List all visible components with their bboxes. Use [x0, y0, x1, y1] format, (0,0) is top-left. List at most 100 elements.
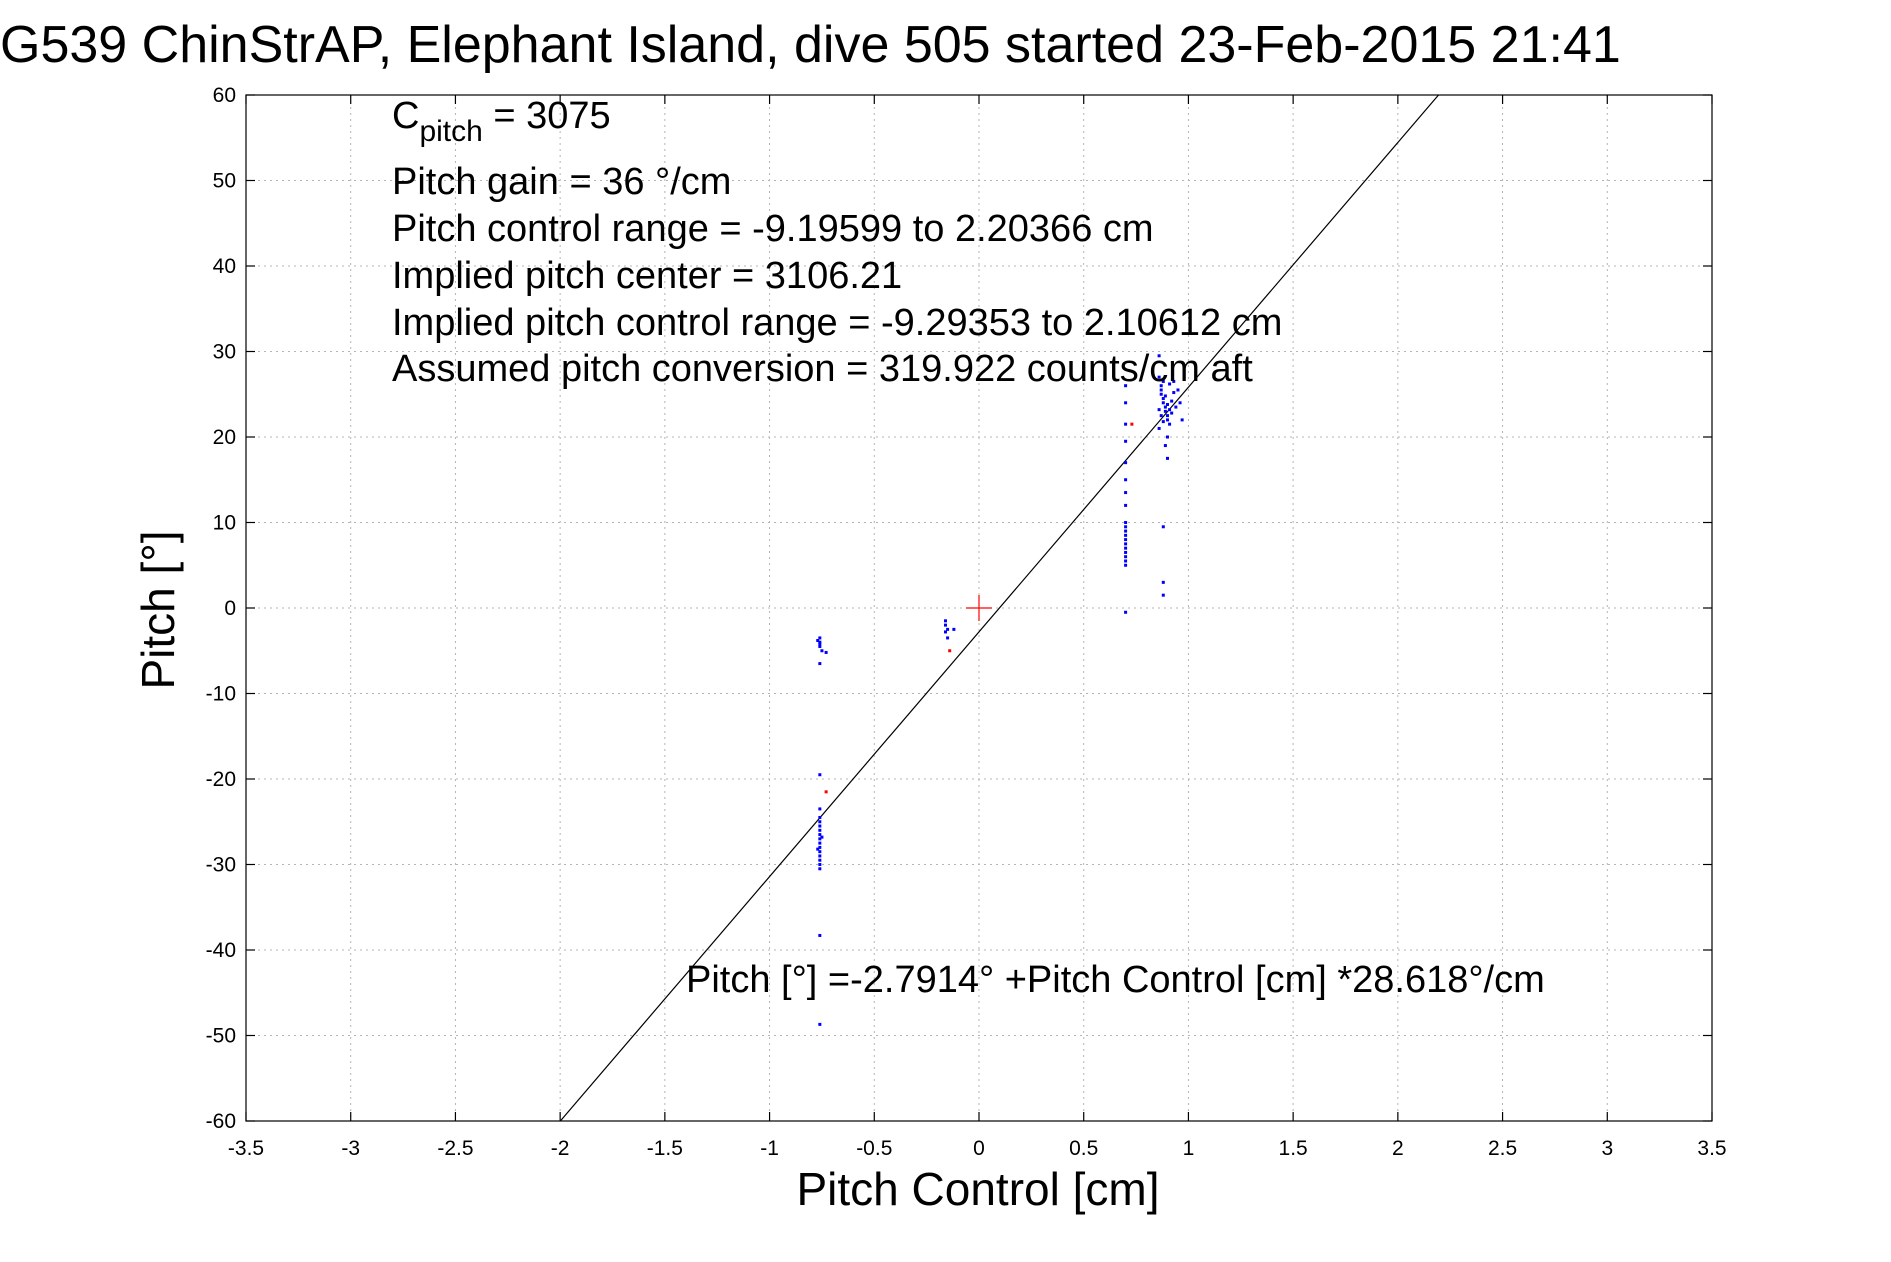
- data-point: [1124, 401, 1128, 405]
- data-point: [818, 863, 822, 866]
- data-point: [948, 649, 952, 653]
- y-tick-label: -40: [206, 939, 236, 962]
- data-point: [816, 638, 820, 642]
- x-tick-label: -2.5: [437, 1137, 473, 1160]
- data-point: [1161, 593, 1165, 597]
- data-point: [818, 841, 822, 845]
- x-tick-label: -1: [760, 1137, 779, 1160]
- data-point: [1163, 394, 1167, 398]
- x-tick-label: -1.5: [647, 1137, 683, 1160]
- data-point: [818, 773, 822, 777]
- data-point: [818, 867, 822, 871]
- data-point: [816, 847, 820, 851]
- data-point: [1124, 538, 1128, 542]
- data-point: [818, 858, 822, 862]
- data-point: [1124, 439, 1128, 443]
- chart-title: G539 ChinStrAP, Elephant Island, dive 50…: [0, 16, 1621, 74]
- data-point: [820, 835, 824, 839]
- data-point: [1161, 525, 1165, 529]
- y-axis-label: Pitch [°]: [132, 530, 184, 689]
- conversion-annotation: Assumed pitch conversion = 319.922 count…: [392, 348, 1253, 390]
- data-point: [1165, 418, 1169, 422]
- data-point: [818, 815, 822, 819]
- x-tick-labels: -3.5 -3 -2.5 -2 -1.5 -1 -0.5 0 0.5 1 1.5 2 2.5 3 3.5: [228, 1137, 1727, 1160]
- data-point: [946, 627, 950, 631]
- data-point: [1124, 563, 1128, 567]
- data-point: [818, 636, 822, 640]
- data-point: [818, 640, 822, 644]
- data-point: [943, 630, 947, 634]
- fit-line: [559, 94, 1439, 1122]
- data-point: [818, 642, 822, 646]
- data-point: [1124, 491, 1128, 495]
- data-point: [1157, 375, 1161, 379]
- y-tick-label: -30: [206, 854, 236, 877]
- data-point: [818, 933, 822, 937]
- data-point: [824, 650, 828, 654]
- x-tick-label: 1: [1183, 1137, 1195, 1160]
- y-tick-label: -20: [206, 768, 236, 791]
- data-point: [1180, 418, 1184, 422]
- data-point: [1157, 426, 1161, 430]
- x-tick-label: -0.5: [856, 1137, 892, 1160]
- y-tick-label: 20: [213, 426, 236, 449]
- center-marker: [966, 595, 992, 621]
- annotation-block: Cpitch = 3075 Pitch gain = 36 °/cm Pitch…: [392, 95, 1545, 1001]
- data-point: [946, 636, 950, 640]
- data-point: [1157, 354, 1161, 358]
- y-tick-label: 10: [213, 512, 236, 535]
- data-point: [1161, 420, 1165, 424]
- data-point: [1124, 529, 1128, 533]
- data-point: [1124, 478, 1128, 482]
- data-point: [1161, 379, 1165, 383]
- y-tick-label: -60: [206, 1110, 236, 1133]
- y-tick-label: 60: [213, 84, 236, 107]
- data-point: [943, 623, 947, 627]
- data-point: [1124, 555, 1128, 559]
- data-point: [1159, 392, 1163, 396]
- implied-center-annotation: Implied pitch center = 3106.21: [392, 255, 902, 297]
- data-point: [1124, 546, 1128, 550]
- data-point: [818, 837, 822, 841]
- control-range-annotation: Pitch control range = -9.19599 to 2.2036…: [392, 208, 1154, 250]
- data-point: [818, 845, 822, 849]
- data-point: [1170, 411, 1174, 415]
- data-point: [1174, 405, 1178, 409]
- y-tick-label: -10: [206, 683, 236, 706]
- fit-equation-annotation: Pitch [°] =-2.7914° +Pitch Control [cm] …: [686, 959, 1545, 1001]
- y-tick-label: 50: [213, 170, 236, 193]
- data-point: [1124, 559, 1128, 563]
- data-point: [818, 828, 822, 832]
- data-point: [1124, 533, 1128, 537]
- data-point: [943, 619, 947, 623]
- data-point: [1172, 379, 1176, 383]
- x-tick-label: 3.5: [1697, 1137, 1726, 1160]
- x-tick-label: 2.5: [1488, 1137, 1517, 1160]
- data-point: [1165, 435, 1169, 439]
- data-point: [1124, 525, 1128, 529]
- cpitch-main: C: [392, 95, 419, 137]
- data-point: [1176, 388, 1180, 392]
- data-point: [1163, 409, 1167, 413]
- data-point: [818, 820, 822, 824]
- data-point: [1161, 580, 1165, 584]
- x-tick-label: 1.5: [1279, 1137, 1308, 1160]
- data-point: [1124, 521, 1128, 524]
- data-point: [820, 649, 824, 653]
- data-point: [1163, 444, 1167, 448]
- data-point: [1168, 422, 1172, 426]
- y-tick-label: 30: [213, 341, 236, 364]
- data-points: [816, 354, 1184, 1026]
- data-point: [818, 824, 822, 828]
- x-tick-label: -3: [341, 1137, 360, 1160]
- data-point: [1165, 403, 1169, 407]
- data-point: [818, 1022, 822, 1026]
- x-tick-label: -3.5: [228, 1137, 264, 1160]
- data-point: [1168, 382, 1172, 386]
- x-axis-label: Pitch Control [cm]: [797, 1163, 1160, 1215]
- data-point: [1161, 397, 1165, 401]
- data-point: [818, 662, 822, 666]
- x-tick-label: -2: [551, 1137, 570, 1160]
- pitch-gain-annotation: Pitch gain = 36 °/cm: [392, 161, 731, 203]
- data-point: [1165, 456, 1169, 460]
